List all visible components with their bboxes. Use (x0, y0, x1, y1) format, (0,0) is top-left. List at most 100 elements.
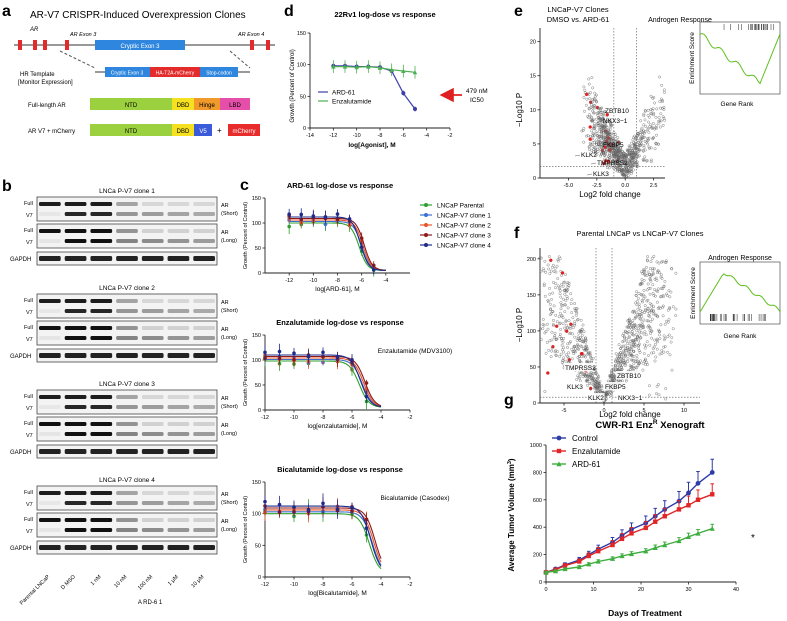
volcano-point (610, 123, 614, 127)
volcano-point (659, 119, 663, 123)
volcano-point (544, 330, 548, 333)
band-full (39, 395, 61, 399)
volcano-point (598, 140, 602, 144)
volcano-point (645, 340, 649, 344)
c1-xtick-label: -6 (350, 415, 355, 421)
volcano-point (664, 387, 668, 390)
volcano-point (556, 284, 560, 288)
c-point (347, 217, 352, 221)
e-gsea-frame (699, 21, 781, 95)
gapdh-band (64, 353, 87, 358)
volcano-point (641, 323, 645, 327)
volcano-point (561, 297, 565, 301)
c-point (263, 499, 267, 504)
volcano-point (642, 278, 646, 282)
volcano-point (563, 310, 567, 313)
volcano-point (638, 336, 642, 340)
volcano-point (621, 344, 625, 348)
volcano-point (542, 284, 546, 288)
eplot-ytick-label: 5 (533, 142, 536, 148)
volcano-point (626, 348, 630, 352)
gapdh-band (39, 449, 61, 454)
volcano-point (600, 385, 604, 389)
ar-label: AR (221, 492, 229, 498)
volcano-point (607, 166, 611, 170)
d-point (412, 70, 418, 75)
volcano-point (599, 120, 603, 124)
volcano-point (573, 320, 577, 324)
volcano-point (605, 112, 609, 117)
hr-t2a-box (150, 67, 200, 77)
f-gene-bg (564, 363, 594, 372)
mcherry-label: mCherry (232, 129, 255, 135)
g-xlabel: Days of Treatment (608, 608, 682, 618)
band-v7 (141, 432, 164, 436)
volcano-point (541, 327, 545, 330)
volcano-point (593, 91, 597, 95)
volcano-point (633, 344, 636, 348)
volcano-point (630, 170, 633, 174)
volcano-point (628, 152, 631, 156)
volcano-point (646, 126, 650, 130)
volcano-point (563, 326, 566, 330)
volcano-point (639, 308, 642, 312)
volcano-point (643, 343, 646, 347)
e-title-1: LNCaP-V7 Clones (547, 5, 609, 14)
volcano-point (624, 162, 628, 166)
c1-xtick-label: -4 (379, 415, 384, 421)
volcano-point (601, 117, 605, 120)
band-v7 (141, 528, 164, 532)
volcano-point (643, 135, 646, 139)
volcano-point (574, 307, 578, 311)
band-v7 (90, 405, 113, 409)
volcano-point (662, 105, 666, 109)
volcano-point (643, 118, 647, 122)
volcano-point (579, 352, 584, 356)
volcano-point (631, 147, 635, 151)
volcano-point (654, 342, 657, 346)
volcano-point (647, 286, 651, 290)
band-v7 (39, 336, 61, 340)
volcano-point (589, 100, 593, 104)
hr-template-label: HR Template (20, 72, 55, 78)
volcano-point (612, 378, 616, 382)
band-v7 (116, 336, 138, 340)
volcano-point (588, 125, 592, 129)
volcano-point (658, 330, 661, 334)
volcano-point (604, 120, 608, 124)
f-ylabel: −Log10 P (515, 308, 524, 342)
volcano-point (635, 164, 639, 168)
volcano-point (617, 343, 621, 347)
volcano-point (562, 346, 566, 350)
volcano-point (660, 260, 663, 264)
c-point (371, 267, 376, 272)
volcano-point (595, 117, 598, 121)
volcano-point (546, 299, 550, 302)
g-series-line (545, 471, 713, 574)
band-full (193, 395, 215, 399)
volcano-point (641, 135, 645, 139)
volcano-point (661, 305, 665, 309)
exon-1 (18, 40, 22, 50)
volcano-point (669, 340, 673, 344)
volcano-point (577, 331, 581, 335)
volcano-point (558, 285, 562, 289)
volcano-point (551, 291, 554, 295)
volcano-point (636, 132, 640, 136)
volcano-point (607, 136, 611, 140)
clone-title: LNCa P-V7 clone 1 (99, 188, 155, 195)
volcano-point (645, 265, 648, 269)
volcano-point (615, 150, 618, 154)
volcano-point (592, 371, 595, 375)
volcano-point (576, 343, 579, 346)
g-title-main: CWR-R1 Enz (595, 420, 653, 431)
volcano-point (550, 349, 553, 353)
volcano-point (618, 150, 622, 154)
volcano-point (556, 259, 560, 263)
band-v7 (141, 501, 164, 505)
volcano-point (548, 272, 552, 275)
volcano-point (633, 144, 637, 148)
c-point (323, 222, 328, 226)
ar-sub-label: (Long) (221, 527, 237, 533)
